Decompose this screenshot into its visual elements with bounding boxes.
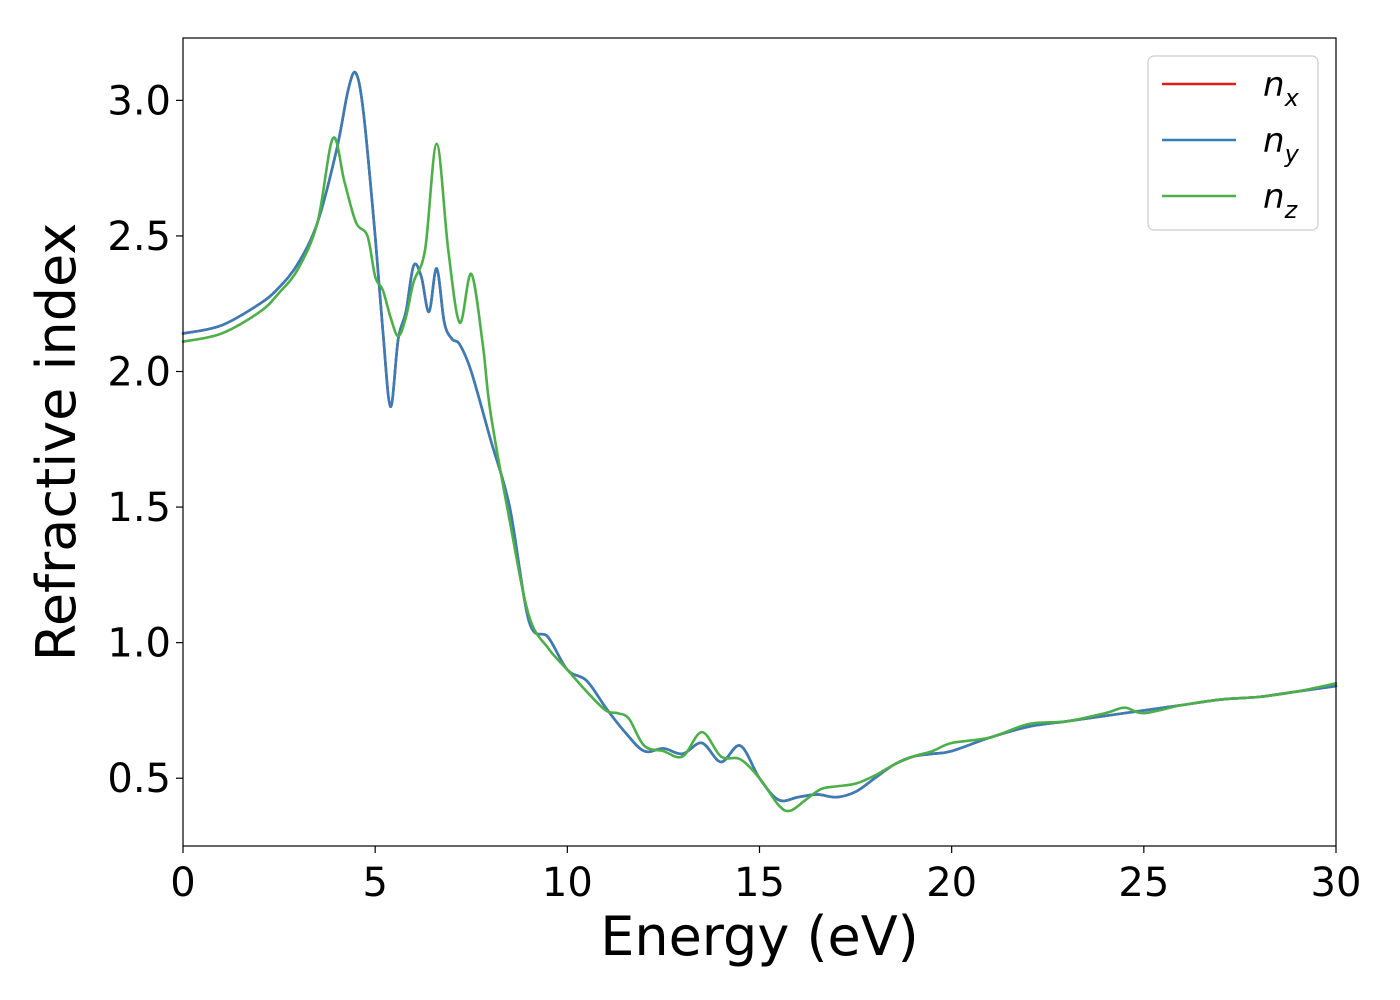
plot-lines <box>181 70 1338 813</box>
y-tick-label: 0.5 <box>107 756 171 802</box>
x-tick-label: 20 <box>926 860 977 906</box>
x-axis-title: Energy (eV) <box>600 905 919 968</box>
legend: nx ny nz <box>1147 55 1319 231</box>
x-tick-label: 25 <box>1118 860 1169 906</box>
y-tick-label: 1.0 <box>107 621 171 667</box>
legend-label-y: ny <box>1263 121 1300 168</box>
y-tick-label: 3.0 <box>107 78 171 124</box>
series-line-y <box>181 70 1338 803</box>
legend-label-x: nx <box>1263 65 1300 112</box>
x-tick-label: 0 <box>170 860 195 906</box>
y-tick-label: 2.0 <box>107 350 171 396</box>
x-tick-label: 10 <box>542 860 593 906</box>
x-axis: 0 5 10 15 20 25 30 <box>170 846 1361 906</box>
x-tick-label: 30 <box>1311 860 1362 906</box>
series-line-z <box>181 136 1338 813</box>
y-axis: 0.5 1.0 1.5 2.0 2.5 3.0 <box>107 78 183 802</box>
y-axis-title: Refractive index <box>25 223 88 662</box>
y-tick-label: 1.5 <box>107 485 171 531</box>
legend-label-z: nz <box>1263 177 1299 224</box>
x-tick-label: 15 <box>734 860 785 906</box>
x-tick-label: 5 <box>362 860 387 906</box>
y-tick-label: 2.5 <box>107 214 171 260</box>
legend-box <box>1147 55 1319 231</box>
